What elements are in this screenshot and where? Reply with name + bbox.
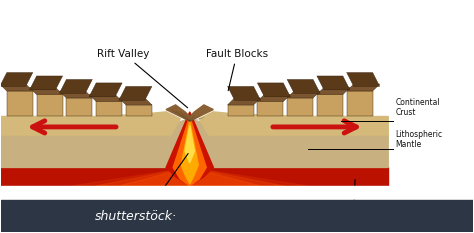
Polygon shape bbox=[29, 88, 63, 95]
Polygon shape bbox=[228, 86, 261, 100]
Text: Asthenosphere: Asthenosphere bbox=[322, 179, 385, 213]
Polygon shape bbox=[0, 112, 180, 135]
Polygon shape bbox=[0, 200, 474, 232]
Polygon shape bbox=[185, 126, 194, 163]
Polygon shape bbox=[119, 168, 261, 186]
Polygon shape bbox=[287, 79, 320, 93]
Polygon shape bbox=[126, 105, 152, 116]
Polygon shape bbox=[173, 116, 206, 186]
Polygon shape bbox=[0, 186, 474, 198]
Polygon shape bbox=[166, 105, 213, 121]
Polygon shape bbox=[96, 101, 122, 116]
Text: Fault Blocks: Fault Blocks bbox=[206, 49, 268, 91]
Polygon shape bbox=[89, 95, 122, 101]
Polygon shape bbox=[317, 88, 350, 95]
Polygon shape bbox=[89, 83, 122, 97]
Polygon shape bbox=[7, 91, 33, 116]
Polygon shape bbox=[346, 72, 380, 86]
Polygon shape bbox=[287, 91, 320, 98]
Polygon shape bbox=[0, 72, 33, 86]
Polygon shape bbox=[59, 79, 92, 93]
Polygon shape bbox=[36, 95, 63, 116]
Polygon shape bbox=[66, 98, 92, 116]
Polygon shape bbox=[257, 101, 283, 116]
Text: shutterstöck·: shutterstöck· bbox=[95, 210, 177, 223]
Polygon shape bbox=[228, 105, 254, 116]
Polygon shape bbox=[119, 98, 152, 105]
Polygon shape bbox=[317, 76, 350, 90]
Polygon shape bbox=[29, 76, 63, 90]
Text: Magma: Magma bbox=[134, 154, 188, 210]
Polygon shape bbox=[0, 84, 33, 91]
Polygon shape bbox=[228, 98, 261, 105]
Polygon shape bbox=[346, 84, 380, 91]
Polygon shape bbox=[257, 83, 291, 97]
Polygon shape bbox=[257, 95, 291, 101]
Text: Continental
Crust: Continental Crust bbox=[395, 98, 440, 117]
Polygon shape bbox=[119, 86, 152, 100]
Text: Rift Valley: Rift Valley bbox=[97, 49, 188, 108]
Polygon shape bbox=[287, 98, 313, 116]
Polygon shape bbox=[181, 121, 198, 184]
Polygon shape bbox=[0, 119, 388, 168]
Polygon shape bbox=[199, 112, 388, 135]
Polygon shape bbox=[72, 168, 308, 186]
Polygon shape bbox=[346, 91, 373, 116]
Polygon shape bbox=[166, 112, 213, 186]
Polygon shape bbox=[317, 95, 343, 116]
Polygon shape bbox=[95, 168, 284, 186]
Polygon shape bbox=[59, 91, 92, 98]
Text: Lithospheric
Mantle: Lithospheric Mantle bbox=[395, 130, 442, 149]
